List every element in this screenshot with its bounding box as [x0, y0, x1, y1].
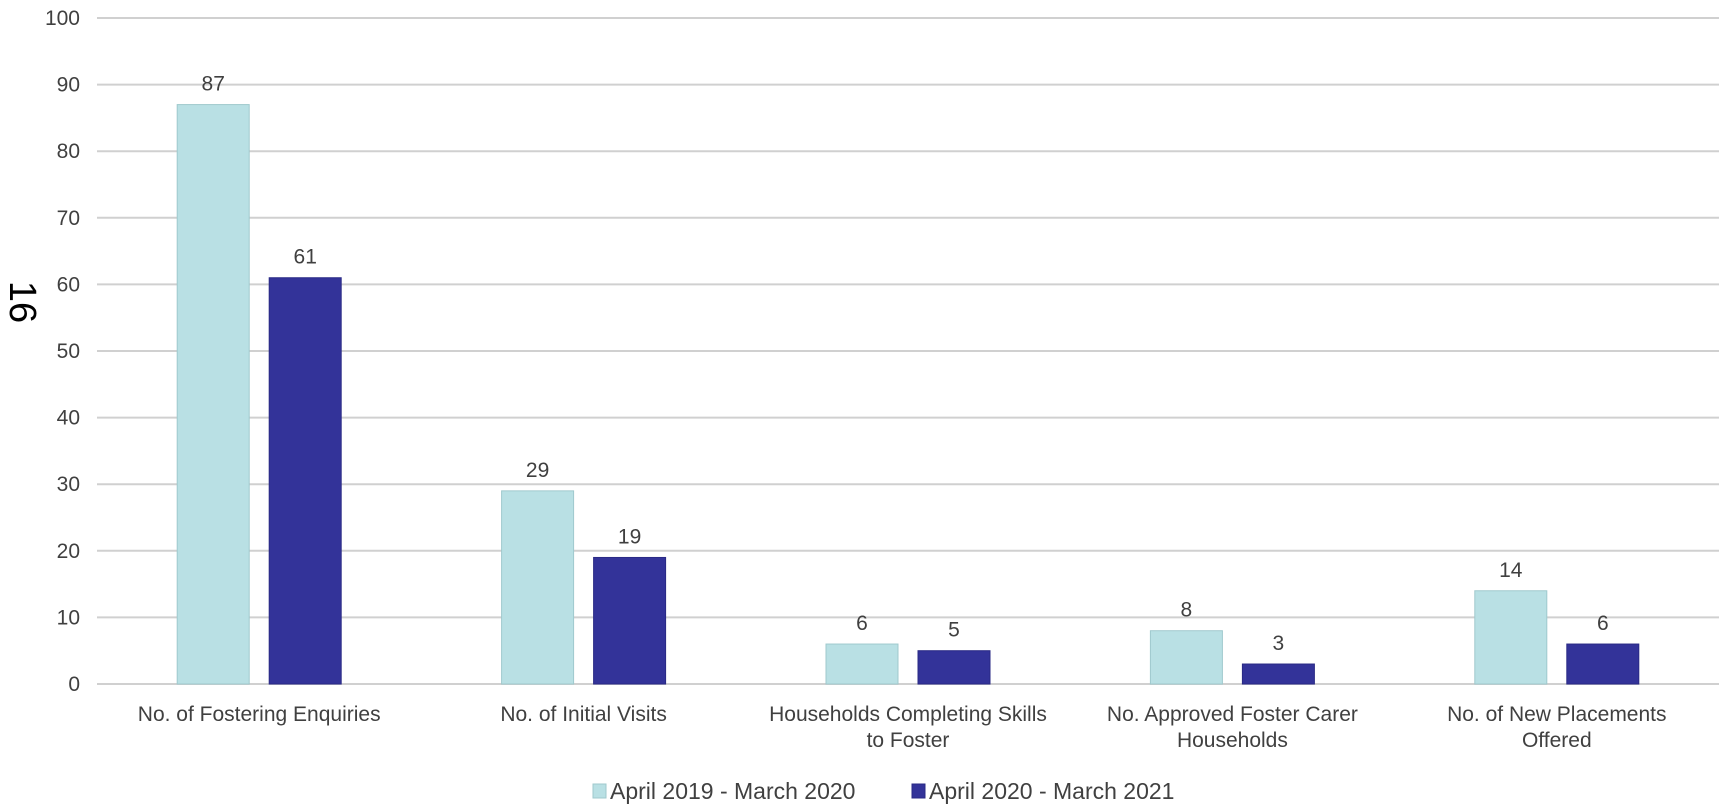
y-tick-label: 50	[57, 340, 80, 363]
bar-series-1	[176, 104, 250, 685]
data-label: 87	[202, 73, 225, 96]
category-label: No. of Initial Visits	[500, 703, 667, 726]
bar-series-2	[593, 556, 667, 685]
gridlines	[97, 17, 1719, 685]
y-tick-label: 80	[57, 140, 80, 163]
bar-series-1	[501, 490, 575, 685]
bar-series-2	[917, 650, 991, 685]
category-labels: No. of Fostering Enquiries No. of Initial…	[138, 703, 1667, 752]
legend-label: April 2019 - March 2020	[610, 778, 855, 804]
bar-series-2	[1566, 643, 1640, 685]
category-label: Households	[1177, 729, 1288, 752]
category-label: to Foster	[867, 729, 950, 752]
legend: April 2019 - March 2020 April 2020 - Marc…	[592, 778, 1174, 804]
data-label: 6	[856, 612, 868, 635]
bar-series-2	[1241, 663, 1315, 685]
data-label: 8	[1181, 599, 1193, 622]
data-label: 29	[526, 459, 549, 482]
y-axis-tick-labels: 0 10 20 30 40 50 60 70 80 90 100	[45, 7, 80, 696]
category-label: No. Approved Foster Carer	[1107, 703, 1358, 726]
category-label: Households Completing Skills	[769, 703, 1047, 726]
y-tick-label: 30	[57, 473, 80, 496]
data-label: 19	[618, 525, 641, 548]
data-label: 61	[294, 246, 317, 269]
data-labels: 87 61 29 19 6 5 8 3 14 6	[202, 73, 1609, 655]
y-tick-label: 90	[57, 74, 80, 97]
y-tick-label: 40	[57, 407, 80, 430]
y-tick-label: 0	[68, 673, 80, 696]
category-label: No. of New Placements	[1447, 703, 1666, 726]
y-tick-label: 20	[57, 540, 80, 563]
data-label: 3	[1273, 632, 1285, 655]
legend-swatch	[911, 783, 926, 799]
y-tick-label: 70	[57, 207, 80, 230]
bar-series-1	[1474, 590, 1548, 685]
category-label: No. of Fostering Enquiries	[138, 703, 381, 726]
bar-series-1	[1149, 630, 1223, 685]
data-label: 6	[1597, 612, 1609, 635]
category-label: Offered	[1522, 729, 1592, 752]
legend-swatch	[592, 783, 607, 799]
bar-series-2	[268, 277, 342, 685]
y-tick-label: 60	[57, 273, 80, 296]
page-number: 16	[1, 281, 43, 323]
legend-label: April 2020 - March 2021	[929, 778, 1174, 804]
y-tick-label: 100	[45, 7, 80, 30]
bar-series-1	[825, 643, 899, 685]
bars	[176, 104, 1640, 685]
data-label: 5	[948, 619, 960, 642]
data-label: 14	[1499, 559, 1523, 582]
y-tick-label: 10	[57, 606, 80, 629]
